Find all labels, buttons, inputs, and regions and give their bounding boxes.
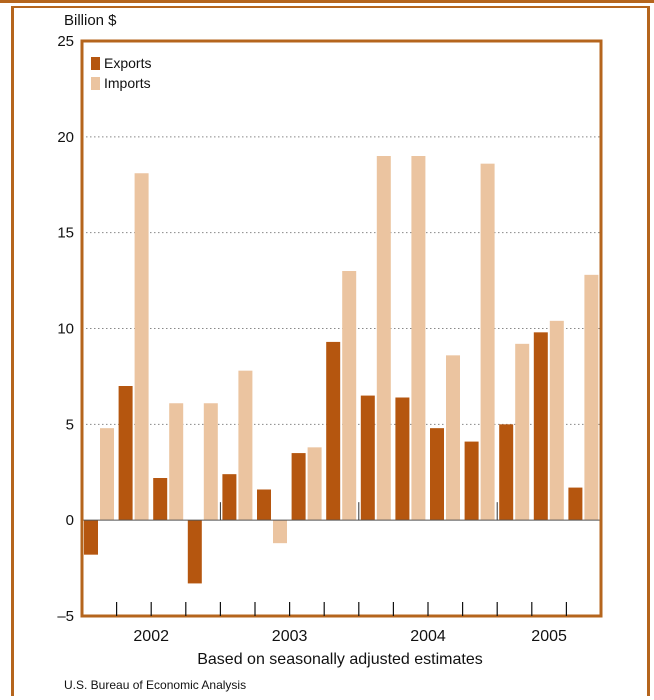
bar-imports-10	[411, 156, 426, 521]
bar-exports-12	[464, 441, 479, 521]
bar-exports-4	[187, 520, 202, 584]
bar-imports-13	[515, 343, 530, 521]
legend-swatch-exports	[91, 56, 100, 70]
bar-exports-1	[84, 520, 98, 555]
bar-imports-12	[480, 163, 495, 521]
bar-exports-2	[118, 386, 133, 521]
bar-imports-5	[238, 370, 253, 521]
y-tick-label: 20	[57, 129, 74, 146]
y-tick-label: –5	[57, 608, 74, 625]
legend-label-exports: Exports	[104, 55, 152, 71]
legend-label-imports: Imports	[104, 75, 151, 91]
bar-imports-15	[584, 274, 599, 521]
bar-imports-9	[376, 156, 391, 521]
bar-exports-11	[430, 428, 444, 521]
bar-imports-8	[342, 271, 357, 521]
bar-imports-7	[307, 447, 322, 521]
bar-imports-11	[446, 355, 460, 521]
panel-border	[11, 6, 650, 696]
bar-exports-5	[222, 474, 237, 521]
plot-frame	[80, 39, 603, 618]
bar-exports-15	[568, 487, 583, 521]
y-tick-label: 0	[66, 512, 74, 529]
bar-imports-1	[100, 428, 114, 521]
x-year-label: 2005	[531, 628, 567, 645]
chart-legend: Exports Imports	[91, 53, 151, 93]
y-axis-title: Billion $	[64, 12, 117, 29]
bar-imports-2	[134, 173, 149, 521]
x-axis-title: Based on seasonally adjusted estimates	[197, 651, 483, 668]
legend-item-imports: Imports	[91, 73, 151, 93]
bar-exports-13	[499, 424, 514, 521]
bar-exports-3	[153, 478, 168, 521]
bar-exports-8	[326, 341, 341, 521]
bar-exports-9	[360, 395, 375, 521]
bar-exports-10	[395, 397, 410, 521]
legend-swatch-imports	[91, 76, 100, 90]
x-year-label: 2003	[272, 628, 308, 645]
bar-imports-14	[549, 320, 564, 521]
bar-exports-14	[533, 332, 548, 521]
bar-exports-6	[257, 489, 271, 521]
y-tick-label: 10	[57, 321, 74, 338]
bar-imports-6	[273, 520, 287, 544]
y-tick-label: 25	[57, 33, 74, 50]
legend-item-exports: Exports	[91, 53, 151, 73]
y-tick-label: 5	[66, 416, 74, 433]
bar-imports-3	[169, 403, 184, 521]
bar-imports-4	[203, 403, 218, 521]
x-year-label: 2002	[133, 628, 169, 645]
source-note: U.S. Bureau of Economic Analysis	[64, 678, 247, 692]
y-tick-label: 15	[57, 225, 74, 242]
top-border-strip	[0, 0, 654, 3]
bar-exports-7	[291, 453, 306, 521]
x-year-label: 2004	[410, 628, 446, 645]
